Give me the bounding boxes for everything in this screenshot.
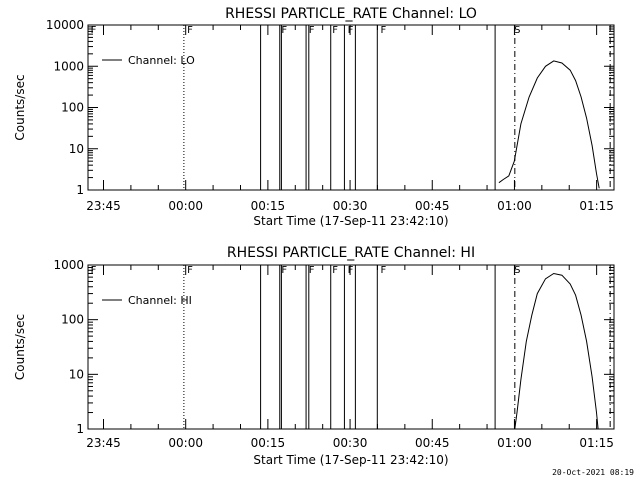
timestamp: 20-Oct-2021 08:19: [552, 468, 634, 477]
flag-label: F: [348, 25, 354, 36]
flag-label: F: [281, 265, 287, 276]
chart-title: RHESSI PARTICLE_RATE Channel: HI: [227, 245, 475, 261]
y-axis-label: Counts/sec: [13, 314, 27, 380]
flag-label: F: [380, 265, 386, 276]
flag-label: F: [91, 25, 97, 36]
flag-label: S: [514, 25, 520, 36]
legend-label: Channel: HI: [128, 294, 192, 307]
series-line: [514, 272, 599, 430]
flag-label: F: [91, 265, 97, 276]
x-tick-label: 01:15: [579, 436, 614, 450]
x-tick-label: 00:45: [415, 199, 450, 213]
flag-label: F: [187, 265, 193, 276]
x-axis-label: Start Time (17-Sep-11 23:42:10): [253, 453, 448, 467]
x-tick-label: 01:15: [579, 199, 614, 213]
x-tick-label: 00:15: [251, 436, 286, 450]
panel-hi: RHESSI PARTICLE_RATE Channel: HI 1 10 100 10…: [13, 245, 615, 467]
y-tick-label: 100: [61, 101, 84, 115]
y-tick-label: 1: [76, 183, 84, 197]
plot-frame: [87, 264, 615, 430]
x-tick-label: 00:15: [251, 199, 286, 213]
x-tick-label: 23:45: [86, 436, 121, 450]
x-tick-label: 23:45: [86, 199, 121, 213]
legend-label: Channel: LO: [128, 54, 195, 67]
x-tick-label: 00:45: [415, 436, 450, 450]
flag-label: F: [332, 25, 338, 36]
y-tick-label: 1000: [53, 59, 84, 73]
x-tick-label: 00:30: [333, 199, 368, 213]
flag-label: F: [187, 25, 193, 36]
y-tick-label: 10000: [46, 18, 84, 32]
y-tick-label: 1: [76, 422, 84, 436]
flag-label: S: [514, 265, 520, 276]
x-tick-label: 00:30: [333, 436, 368, 450]
flag-label: F: [380, 25, 386, 36]
y-tick-label: 100: [61, 313, 84, 327]
chart-title: RHESSI PARTICLE_RATE Channel: LO: [225, 6, 477, 22]
y-axis-label: Counts/sec: [13, 74, 27, 140]
y-tick-label: 1000: [53, 258, 84, 272]
panel-lo: RHESSI PARTICLE_RATE Channel: LO 1 10 100 10…: [13, 6, 615, 228]
flag-label: F: [309, 25, 315, 36]
x-tick-label: 00:00: [168, 199, 203, 213]
flag-label: F: [309, 265, 315, 276]
y-tick-label: 10: [69, 142, 84, 156]
x-tick-label: 00:00: [168, 436, 203, 450]
x-axis-label: Start Time (17-Sep-11 23:42:10): [253, 214, 448, 228]
plot-frame: [87, 24, 615, 191]
x-tick-label: 01:00: [497, 199, 532, 213]
flag-label: F: [348, 265, 354, 276]
x-tick-label: 01:00: [497, 436, 532, 450]
flag-label: F: [332, 265, 338, 276]
y-tick-label: 10: [69, 367, 84, 381]
flag-label: F: [281, 25, 287, 36]
series-line: [498, 60, 600, 189]
